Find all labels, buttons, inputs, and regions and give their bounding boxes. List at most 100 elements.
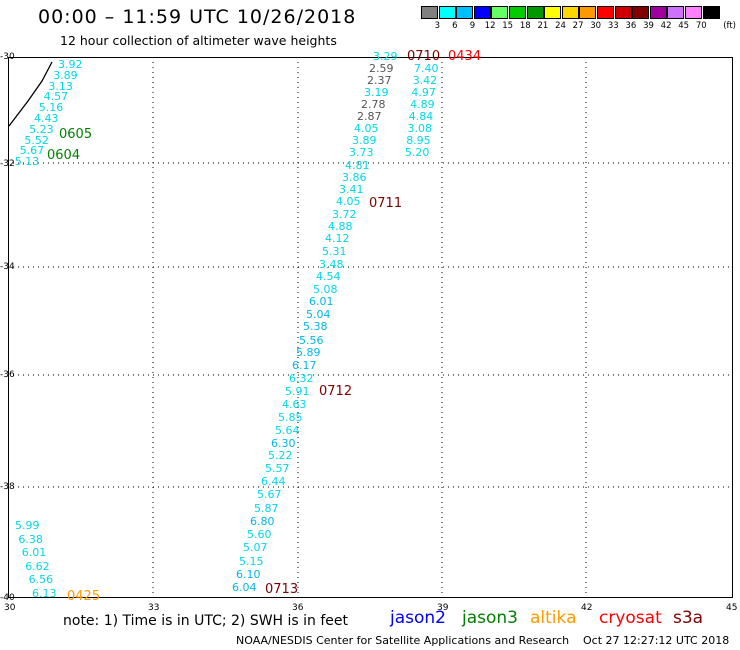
legend-label: 39 xyxy=(643,21,654,31)
legend-swatch xyxy=(509,6,526,19)
wave-height-value: 6.32 xyxy=(289,372,314,385)
wave-height-value: 3.13 xyxy=(48,79,73,93)
track-time-0425: 0425 xyxy=(67,589,101,604)
wave-height-value: 5.64 xyxy=(275,424,300,437)
wave-height-value: 4.12 xyxy=(325,232,350,245)
wave-height-value: 4.05 xyxy=(354,122,379,135)
sat-label-jason2: jason2 xyxy=(390,608,446,628)
wave-height-value: 4.57 xyxy=(43,90,69,104)
wave-height-value: 5.08 xyxy=(313,283,338,296)
wave-height-value: 4.84 xyxy=(408,110,434,123)
wave-height-value: 6.30 xyxy=(271,437,296,450)
wave-height-value: 6.04 xyxy=(232,581,257,594)
wave-height-value: 6.38 xyxy=(18,532,43,546)
legend-swatch xyxy=(456,6,474,19)
wave-height-value: 5.60 xyxy=(247,528,272,541)
legend-swatch xyxy=(632,6,650,19)
lon-label-42: 42 xyxy=(581,603,593,613)
legend-swatch xyxy=(561,6,579,19)
wave-height-value: 5.85 xyxy=(278,411,303,424)
wave-height-value: 3.42 xyxy=(412,74,438,87)
lon-label-45: 45 xyxy=(726,603,738,613)
wave-height-value: 8.95 xyxy=(406,134,431,147)
legend-swatch xyxy=(438,6,456,19)
wave-height-value: 4.54 xyxy=(316,270,341,283)
wave-height-value: 6.17 xyxy=(292,359,317,372)
wave-height-value: 2.87 xyxy=(357,110,382,123)
footer-note: note: 1) Time is in UTC; 2) SWH is in fe… xyxy=(63,613,349,629)
legend-label: 45 xyxy=(678,21,690,31)
wave-height-value: 2.78 xyxy=(361,98,386,111)
legend-swatch xyxy=(702,6,720,19)
legend-label: 9 xyxy=(469,21,476,31)
wave-height-value: 3.89 xyxy=(352,134,377,147)
wave-height-value: 6.62 xyxy=(25,559,50,573)
wave-height-value: 4.43 xyxy=(34,112,59,125)
wave-height-value: 3.86 xyxy=(342,171,367,184)
wave-height-value: 5.16 xyxy=(38,101,64,115)
legend-label: 42 xyxy=(660,21,672,31)
wave-height-value: 4.05 xyxy=(336,195,361,208)
wave-height-value: 5.15 xyxy=(239,555,264,568)
lon-label-33: 33 xyxy=(148,603,160,613)
wave-height-value: 7.40 xyxy=(414,62,439,75)
legend-label: 70 xyxy=(695,21,707,31)
legend-label: 6 xyxy=(452,21,458,31)
wave-height-value: 5.20 xyxy=(404,146,430,159)
legend-swatch xyxy=(685,6,702,19)
sat-label-cryosat: cryosat xyxy=(599,608,662,628)
wave-height-value: 6.13 xyxy=(32,586,57,600)
sat-label-altika: altika xyxy=(530,608,577,628)
legend-swatch xyxy=(614,6,632,19)
legend-label: 33 xyxy=(607,21,619,31)
legend-label: 3 xyxy=(434,21,440,31)
wave-height-value: 5.57 xyxy=(265,462,290,475)
wave-height-value: 5.99 xyxy=(15,519,40,532)
wave-height-value: 5.22 xyxy=(268,449,293,462)
wave-height-value: 5.52 xyxy=(24,133,49,147)
wave-height-value: 5.04 xyxy=(306,308,331,321)
lon-label-36: 36 xyxy=(292,603,304,613)
wave-height-value: 3.41 xyxy=(339,183,364,196)
wave-height-value: 3.72 xyxy=(332,208,357,221)
lon-label-39: 39 xyxy=(437,603,449,613)
wave-height-value: 3.48 xyxy=(319,258,344,271)
lat-label-34: -34 xyxy=(0,262,15,272)
wave-height-value: 3.89 xyxy=(53,68,78,82)
wave-height-value: 5.67 xyxy=(19,144,45,158)
legend-swatch xyxy=(473,6,491,19)
legend-swatch xyxy=(667,6,685,19)
wave-height-value: 6.56 xyxy=(28,573,54,586)
wave-height-value: 3.92 xyxy=(58,58,83,71)
wave-height-value: 3.19 xyxy=(364,86,389,99)
legend-swatch xyxy=(579,6,597,19)
legend-label: 24 xyxy=(555,21,566,31)
wave-height-value: 5.13 xyxy=(14,155,40,169)
wave-height-value: 6.01 xyxy=(309,295,334,308)
wave-height-value: 2.59 xyxy=(369,62,394,75)
wave-height-value: 4.89 xyxy=(410,98,435,111)
lat-label-36: -36 xyxy=(0,370,15,380)
track-time-0711: 0711 xyxy=(369,196,403,211)
wave-height-value: 3.08 xyxy=(407,122,433,135)
wave-height-value: 4.88 xyxy=(328,220,353,233)
footer-timestamp: Oct 27 12:27:12 UTC 2018 xyxy=(583,634,730,647)
sat-label-jason3: jason3 xyxy=(462,608,518,628)
legend-label: 36 xyxy=(625,21,637,31)
legend-swatch xyxy=(526,6,544,19)
legend-label: 21 xyxy=(537,21,549,31)
legend-swatch xyxy=(649,6,667,19)
legend-swatch xyxy=(491,6,509,19)
map-title: 00:00 – 11:59 UTC 10/26/2018 xyxy=(38,6,357,28)
wave-height-value: 6.01 xyxy=(21,546,47,559)
legend-swatch xyxy=(421,6,438,19)
wave-height-value: 5.56 xyxy=(299,334,324,347)
track-time-0605: 0605 xyxy=(59,127,93,142)
lon-label-30: 30 xyxy=(4,603,16,613)
wave-height-value: 5.87 xyxy=(254,502,279,515)
wave-height-value: 3.29 xyxy=(373,50,398,63)
map-canvas xyxy=(8,57,733,598)
wave-height-value: 4.97 xyxy=(411,86,436,99)
lat-label-30: -30 xyxy=(0,52,15,62)
legend-unit: (ft) xyxy=(723,21,736,31)
